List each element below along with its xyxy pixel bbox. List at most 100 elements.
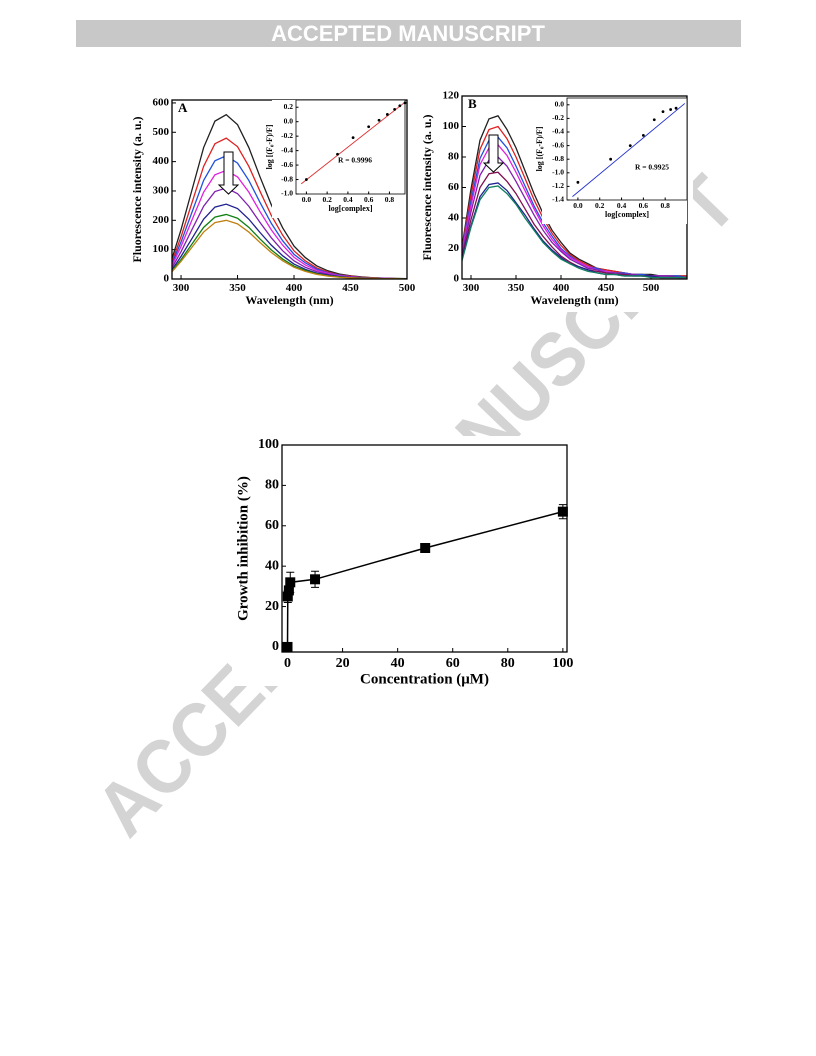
y-tick-label: -0.6	[552, 140, 564, 149]
x-tick-label: 300	[173, 282, 190, 294]
y-tick-label: 100	[258, 437, 279, 452]
x-axis-label: Concentration (μM)	[360, 671, 489, 687]
y-tick-label: -0.2	[552, 113, 564, 122]
arrows	[217, 134, 505, 195]
point	[310, 574, 321, 585]
axes-frame	[566, 97, 688, 201]
point	[420, 542, 431, 553]
y-tick-label: -0.2	[281, 131, 293, 140]
point	[669, 108, 673, 111]
y-tick-label: 0	[164, 273, 170, 285]
y-tick-label: -1.0	[552, 168, 564, 177]
y-tick-label: 600	[153, 96, 170, 108]
x-tick-label: 400	[286, 282, 303, 294]
y-tick-label: -0.4	[552, 127, 564, 136]
x-tick-label: 0.2	[595, 201, 605, 210]
x-tick-label: 0.4	[617, 201, 627, 210]
point	[641, 134, 645, 137]
x-tick-label: 300	[463, 282, 480, 294]
point	[282, 641, 293, 652]
x-tick-label: 0.0	[573, 201, 583, 210]
y-tick-label: 40	[448, 212, 460, 224]
y-axis-label: Fluorescence intensity (a. u.)	[130, 116, 144, 262]
point	[576, 180, 580, 184]
plot-area	[572, 103, 686, 197]
x-axis-label: log[complex]	[605, 210, 649, 219]
axes-frame	[281, 444, 568, 653]
y-tick-label: -0.4	[281, 145, 293, 154]
inset-bg	[542, 98, 687, 224]
y-tick-label: -1.0	[281, 189, 293, 198]
point	[557, 506, 568, 517]
x-axis-label: Wavelength (nm)	[245, 293, 333, 307]
quench-arrow	[217, 151, 240, 195]
fit-line	[572, 103, 686, 197]
y-tick-label: -0.8	[281, 174, 293, 183]
y-tick-label: 20	[265, 599, 279, 614]
y-axis-label: log [(F₀-F)/F]	[535, 126, 544, 171]
x-axis-label: Wavelength (nm)	[530, 293, 618, 307]
x-tick-label: 500	[643, 282, 660, 294]
y-tick-label: 80	[265, 478, 279, 493]
y-tick-label: 300	[153, 184, 170, 196]
point	[398, 104, 402, 108]
y-tick-label: -0.6	[281, 160, 293, 169]
x-tick-label: 350	[229, 282, 246, 294]
y-tick-label: 20	[448, 242, 460, 254]
y-tick-label: -0.8	[552, 154, 564, 163]
x-tick-label: 500	[399, 282, 416, 294]
point	[283, 585, 294, 596]
annotation: R = 0.9925	[635, 163, 669, 172]
x-tick-label: 450	[342, 282, 359, 294]
x-tick-label: 80	[501, 656, 515, 671]
x-tick-label: 60	[446, 656, 460, 671]
chart: 300 350 400 450 500 0 20 40 60 80 100 120 Wavelength…	[420, 90, 688, 307]
point	[285, 577, 296, 588]
y-axis-label: Fluorescence intensity (a. u.)	[420, 114, 434, 260]
x-tick-label: 0.4	[343, 195, 353, 204]
point	[282, 591, 293, 602]
y-tick-label: 60	[448, 181, 460, 193]
x-tick-label: 350	[508, 282, 525, 294]
y-tick-label: -1.2	[552, 181, 564, 190]
y-tick-label: 80	[448, 151, 460, 163]
x-tick-label: 400	[553, 282, 570, 294]
quench-arrow	[482, 134, 505, 173]
y-tick-label: 500	[153, 126, 170, 138]
x-tick-label: 20	[336, 656, 350, 671]
y-tick-label: 200	[153, 214, 170, 226]
x-tick-label: 0.8	[660, 201, 670, 210]
y-tick-label: 0.0	[284, 116, 294, 125]
point	[351, 136, 355, 140]
x-tick-label: 100	[552, 656, 573, 671]
plot-area	[172, 113, 407, 279]
y-tick-label: 40	[265, 558, 279, 573]
x-tick-label: 0.6	[639, 201, 649, 210]
spectrum-line	[462, 185, 687, 279]
y-tick-label: 0.2	[284, 102, 294, 111]
x-tick-label: 0.2	[322, 195, 332, 204]
x-tick-label: 0.8	[385, 195, 395, 204]
point	[385, 113, 389, 116]
charts: 300 350 400 450 5000100200300400500600Wavele…	[130, 90, 688, 687]
y-tick-label: 0.0	[555, 100, 565, 109]
annotation: R = 0.9996	[338, 156, 372, 165]
chart: 0 20 40 60 80 100 0 20 40 60 80 100 Concentration (μ…	[235, 437, 573, 687]
y-tick-label: 100	[443, 120, 460, 132]
y-tick-label: 0	[272, 639, 279, 654]
spectrum-line	[462, 182, 687, 279]
point	[661, 110, 665, 113]
point	[628, 144, 632, 148]
point	[377, 118, 381, 122]
chart: 0.0 0.2 0.4 0.6 0.8 -1.4 -1.2 -1.0 -0.8 -0.6 -0.4 -…	[535, 97, 688, 224]
y-tick-label: 400	[153, 155, 170, 167]
spectrum-line	[462, 115, 687, 277]
y-tick-label: 60	[265, 518, 279, 533]
panel-label: A	[178, 100, 188, 115]
x-tick-label: 450	[598, 282, 615, 294]
point	[367, 125, 371, 129]
point	[652, 118, 656, 122]
point	[674, 106, 678, 110]
